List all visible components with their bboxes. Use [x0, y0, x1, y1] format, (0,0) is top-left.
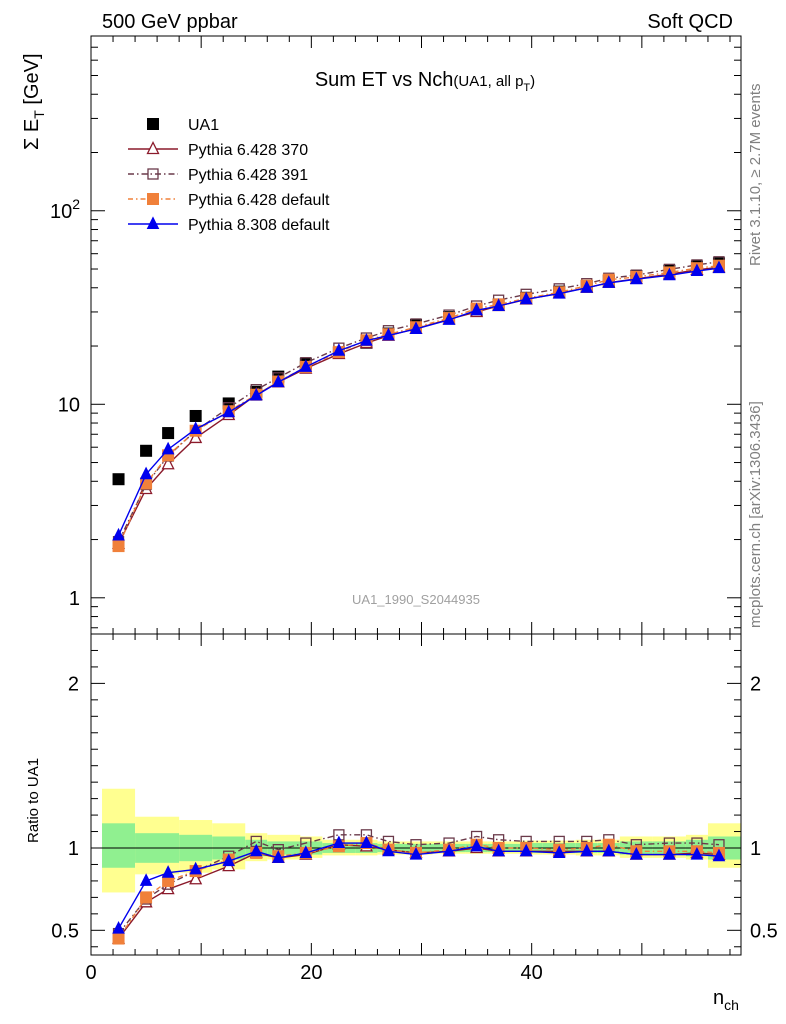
- point-top-pythia-8-308-default-9: [360, 333, 373, 346]
- point-ratio-pythia-8-308-default-1: [139, 873, 153, 886]
- line-ratio-pythia-6-428-391: [117, 834, 720, 935]
- mcplots-info: mcplots.cern.ch [arXiv:1306.3436]: [747, 401, 764, 628]
- point-ratio-pythia-6-428-370-3: [189, 871, 203, 885]
- point-top-pythia-8-308-default-17: [580, 280, 594, 293]
- point-top-pythia-6-428-default-0: [112, 540, 125, 553]
- line-top-pythia-8-308-default: [117, 267, 720, 536]
- point-ratio-pythia-8-308-default-22: [712, 848, 726, 862]
- point-top-pythia-8-308-default-1: [139, 466, 153, 480]
- y-axis-label-ratio: Ratio to UA1: [25, 758, 42, 843]
- point-ratio-pythia-8-308-default-3: [189, 861, 202, 875]
- legend-marker-ua1: [147, 118, 159, 130]
- legend-label-pythia-6-428-370: Pythia 6.428 370: [188, 142, 308, 159]
- legend-label-pythia-8-308-default: Pythia 8.308 default: [188, 217, 330, 234]
- point-ratio-pythia-8-308-default-14: [492, 843, 505, 857]
- point-ratio-pythia-8-308-default-8: [332, 835, 346, 849]
- y-tick-label-ratio-left-2: 2: [68, 673, 79, 695]
- rivet-info: Rivet 3.1.10, ≥ 2.7M events: [747, 84, 764, 267]
- point-top-pythia-8-308-default-20: [663, 267, 676, 281]
- main-title: Sum ET vs Nch(UA1, all pT): [315, 69, 535, 94]
- point-top-pythia-8-308-default-12: [442, 312, 456, 325]
- point-top-ua1-3: [189, 409, 202, 422]
- y-tick-label-ratio-left-1: 1: [68, 838, 79, 860]
- y-tick-label-top-10: 10: [58, 394, 80, 416]
- point-top-pythia-8-308-default-3: [189, 421, 202, 435]
- point-ratio-pythia-8-308-default-11: [409, 846, 423, 860]
- point-top-pythia-8-308-default-11: [409, 321, 423, 334]
- point-top-pythia-8-308-default-5: [249, 387, 263, 401]
- point-ratio-pythia-8-308-default-6: [271, 850, 285, 863]
- point-top-pythia-8-308-default-14: [492, 298, 505, 312]
- legend-label-pythia-6-428-default: Pythia 6.428 default: [188, 192, 330, 209]
- point-top-pythia-8-308-default-18: [602, 275, 616, 288]
- point-ratio-pythia-6-428-default-0: [112, 932, 125, 945]
- legend-marker-pythia-6-428-370: [146, 141, 160, 155]
- point-ratio-pythia-8-308-default-17: [580, 843, 594, 857]
- point-top-pythia-8-308-default-0: [112, 527, 125, 541]
- y-tick-label-top-100: 102: [50, 196, 80, 223]
- point-top-ua1-0: [112, 473, 125, 486]
- point-top-pythia-6-428-370-3: [189, 429, 203, 444]
- point-top-pythia-6-428-370-2: [161, 456, 175, 470]
- point-top-ua1-2: [162, 427, 175, 440]
- point-ratio-pythia-8-308-default-16: [552, 845, 566, 858]
- x-tick-label-1: 20: [300, 962, 322, 984]
- point-ratio-pythia-8-308-default-7: [299, 845, 313, 858]
- point-top-pythia-8-308-default-15: [519, 291, 533, 305]
- point-top-pythia-8-308-default-16: [552, 286, 566, 299]
- band-stat-0: [102, 823, 136, 868]
- ratio-plot-frame: [90, 633, 742, 956]
- point-top-pythia-8-308-default-8: [332, 343, 346, 356]
- point-top-pythia-8-308-default-22: [712, 260, 726, 274]
- line-top-pythia-6-428-370: [117, 266, 720, 545]
- legend-label-ua1: UA1: [188, 117, 219, 134]
- y-tick-label-ratio-right-0: 0.5: [750, 920, 778, 942]
- point-top-pythia-8-308-default-2: [161, 441, 175, 455]
- x-axis-label: nch: [713, 987, 739, 1013]
- point-ratio-pythia-8-308-default-5: [249, 843, 263, 857]
- point-ratio-pythia-8-308-default-15: [519, 843, 533, 857]
- legend-marker-pythia-6-428-default: [147, 193, 159, 205]
- x-tick-label-0: 0: [85, 962, 96, 984]
- point-top-ua1-1: [140, 444, 153, 457]
- legend-marker-pythia-6-428-391: [147, 168, 159, 180]
- line-top-pythia-6-428-default: [117, 265, 720, 547]
- point-ratio-pythia-8-308-default-12: [442, 843, 456, 857]
- point-top-pythia-8-308-default-10: [382, 327, 395, 341]
- legend-label-pythia-6-428-391: Pythia 6.428 391: [188, 167, 308, 184]
- point-ratio-pythia-6-428-default-1: [140, 891, 153, 904]
- point-ratio-pythia-8-308-default-0: [112, 921, 125, 934]
- y-axis-label-top: Σ ET [GeV]: [21, 53, 47, 150]
- point-top-pythia-8-308-default-19: [630, 271, 643, 285]
- point-ratio-pythia-8-308-default-19: [630, 846, 643, 860]
- point-ratio-pythia-8-308-default-21: [690, 846, 704, 860]
- point-ratio-pythia-8-308-default-4: [222, 853, 236, 867]
- header-left: 500 GeV ppbar: [102, 11, 238, 33]
- y-tick-label-ratio-right-2: 2: [750, 673, 761, 695]
- point-ratio-pythia-8-308-default-20: [663, 846, 676, 860]
- point-ratio-pythia-8-308-default-10: [382, 843, 395, 857]
- point-ratio-pythia-8-308-default-18: [602, 843, 616, 857]
- point-ratio-pythia-8-308-default-9: [360, 835, 373, 849]
- point-top-pythia-8-308-default-7: [299, 359, 313, 372]
- point-top-pythia-8-308-default-6: [271, 374, 285, 388]
- legend-marker-pythia-8-308-default: [146, 216, 160, 229]
- y-tick-label-ratio-left-0: 0.5: [51, 920, 79, 942]
- point-top-pythia-8-308-default-13: [470, 302, 483, 316]
- y-tick-label-ratio-right-1: 1: [750, 838, 761, 860]
- point-ratio-pythia-6-428-370-2: [161, 881, 175, 895]
- point-top-pythia-8-308-default-4: [222, 404, 236, 418]
- header-right: Soft QCD: [647, 11, 733, 33]
- line-top-pythia-6-428-391: [117, 261, 720, 542]
- analysis-watermark: UA1_1990_S2044935: [352, 592, 480, 607]
- x-tick-label-2: 40: [521, 962, 543, 984]
- point-ratio-pythia-8-308-default-2: [161, 865, 175, 878]
- point-top-pythia-8-308-default-21: [690, 263, 704, 277]
- point-ratio-pythia-8-308-default-13: [470, 838, 483, 852]
- y-tick-label-top-1: 1: [69, 588, 80, 610]
